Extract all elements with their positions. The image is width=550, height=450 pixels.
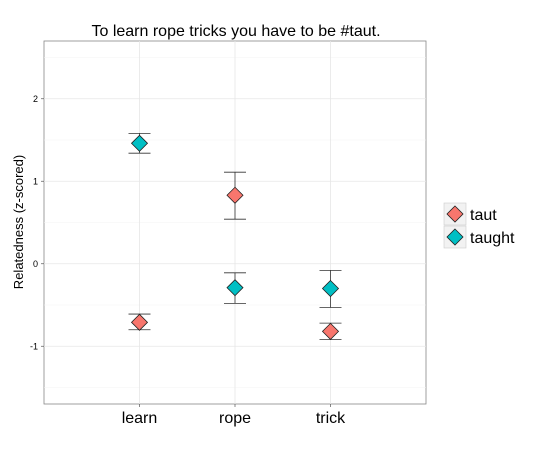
legend-key-taut: [446, 205, 464, 223]
y-axis-ticks: -1 0 1 2: [30, 94, 44, 351]
legend-label-taut: taut: [470, 207, 497, 224]
legend-item-taught: taught: [443, 225, 515, 249]
x-tick-label-rope: rope: [219, 410, 251, 427]
legend-label-taught: taught: [470, 230, 515, 247]
x-tick-label-trick: trick: [316, 410, 346, 427]
point-taught-rope: [226, 279, 244, 297]
x-axis-ticks: learn rope trick: [122, 404, 346, 427]
grid-layer: [44, 41, 426, 404]
y-axis-label: Relatedness (z-scored): [11, 155, 26, 289]
point-taught-learn: [130, 134, 149, 152]
y-tick-label: 1: [33, 176, 38, 186]
point-taut-learn: [130, 313, 149, 331]
legend: taut taught: [443, 202, 515, 249]
y-tick-label: 2: [33, 94, 38, 104]
y-tick-label: 0: [33, 259, 38, 269]
y-tick-label: -1: [30, 341, 38, 351]
legend-item-taut: taut: [443, 202, 497, 226]
point-taught-trick: [321, 279, 340, 298]
point-taut-rope: [226, 186, 244, 204]
chart-title: To learn rope tricks you have to be #tau…: [91, 23, 380, 40]
data-points: [130, 134, 340, 340]
point-taut-trick: [321, 322, 340, 340]
x-tick-label-learn: learn: [122, 410, 158, 427]
legend-key-taught: [446, 228, 464, 246]
